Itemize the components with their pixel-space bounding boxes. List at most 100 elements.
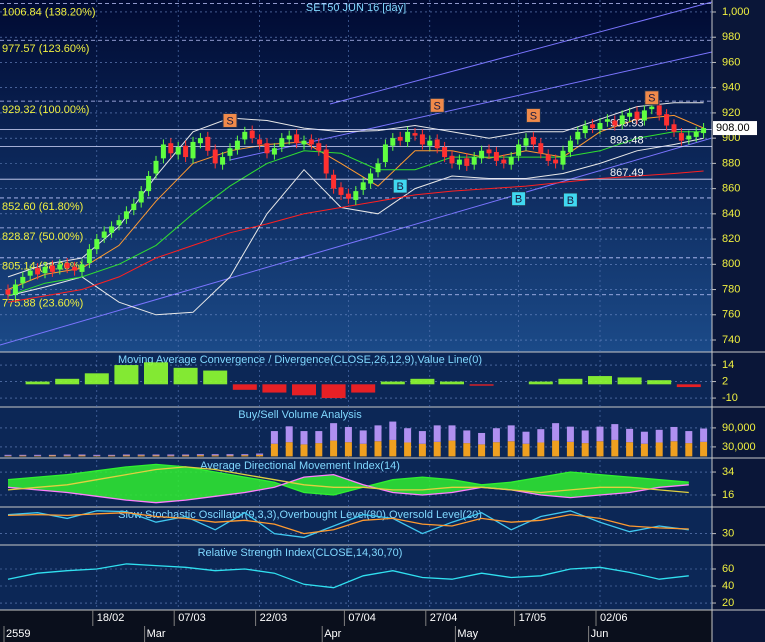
y-tick-label: 60 (722, 563, 734, 575)
histogram-bar (203, 370, 228, 385)
volume-bar (448, 425, 456, 441)
y-tick-label: 760 (722, 309, 740, 321)
candle-body (516, 144, 522, 156)
volume-bar (566, 441, 574, 457)
candle-body (116, 220, 122, 226)
candle-body (375, 163, 381, 173)
candle-body (471, 157, 477, 165)
y-tick-label: 2 (722, 375, 728, 387)
candle-body (634, 111, 640, 120)
signal-label: B (567, 195, 574, 207)
volume-bar (374, 425, 382, 442)
candle-body (57, 264, 63, 270)
volume-bar (270, 443, 278, 457)
volume-bar (241, 454, 249, 456)
fib-label: 977.57 (123.60%) (2, 43, 89, 55)
indicator-line (7, 510, 689, 539)
candle-body (234, 140, 240, 150)
volume-bar (626, 428, 634, 443)
candle-body (649, 106, 655, 110)
volume-bar (596, 426, 604, 442)
y-tick-label: 940 (722, 82, 740, 94)
volume-bar (315, 443, 323, 457)
histogram-bar (676, 384, 701, 388)
candle-body (227, 148, 233, 156)
panel-layer: 1006.84 (138.20%) 977.57 (123.60%) 929.32 … (0, 2, 712, 341)
candle-body (308, 139, 314, 145)
y-tick-label: 960 (722, 56, 740, 68)
signal-box (429, 97, 445, 113)
trend-line (0, 137, 712, 346)
candle-body (701, 128, 707, 134)
candle-body (301, 140, 307, 145)
volume-bar (167, 454, 175, 456)
volume-bar (137, 455, 145, 457)
candle-body (101, 231, 107, 238)
volume-bar (122, 454, 130, 456)
volume-bar (433, 441, 441, 457)
y-tick-label: 90,000 (722, 422, 756, 434)
volume-bar (211, 455, 219, 457)
volume-bar (374, 441, 382, 457)
candle-body (427, 140, 433, 146)
histogram-bar (588, 376, 612, 385)
indicator-line (7, 563, 689, 589)
last-price-box (713, 121, 757, 136)
volume-bar (196, 454, 204, 456)
candle-body (442, 146, 448, 158)
volume-bar (700, 441, 708, 457)
panel-layer (0, 362, 712, 399)
fib-label: 828.87 (50.00%) (2, 231, 83, 243)
candle-body (86, 249, 92, 264)
indicator-line (7, 512, 689, 535)
volume-bar (478, 432, 486, 445)
volume-bar (137, 454, 145, 456)
volume-bar (522, 431, 530, 444)
volume-bar (300, 431, 308, 445)
candle-body (627, 112, 633, 117)
volume-bar (359, 443, 367, 457)
signal-label: S (434, 100, 441, 112)
volume-bar (389, 439, 397, 457)
candle-body (575, 131, 581, 140)
volume-bar (270, 431, 278, 444)
candle-body (545, 154, 551, 161)
volume-bar (34, 454, 42, 456)
volume-bar (93, 455, 101, 457)
y-tick-label: 780 (722, 283, 740, 295)
indicator-line (7, 473, 689, 504)
volume-bar (182, 454, 190, 456)
volume-bar (63, 455, 71, 457)
y-axis-panel (712, 0, 765, 642)
volume-bar (640, 431, 648, 444)
candle-body (671, 124, 677, 132)
volume-bar (389, 421, 397, 440)
candle-body (323, 149, 329, 174)
candle-body (331, 174, 337, 189)
volume-bar (48, 455, 56, 457)
volume-bar (700, 428, 708, 442)
histogram-bar (617, 377, 642, 385)
volume-bar (300, 444, 308, 457)
y-tick-label: 30 (722, 528, 734, 540)
di-band (8, 464, 689, 503)
signal-label: B (397, 181, 404, 193)
x-tick-label: 02/06 (600, 612, 628, 624)
candle-body (604, 119, 610, 122)
signal-label: S (648, 93, 655, 105)
month-label: Mar (147, 628, 166, 640)
volume-bar (463, 443, 471, 457)
candle-body (72, 266, 78, 271)
last-price-label: 908.00 (716, 122, 750, 134)
candle-body (131, 203, 137, 211)
volume-bar (655, 429, 663, 443)
candle-body (257, 139, 263, 145)
candle-body (294, 134, 300, 144)
histogram-bar (410, 378, 435, 385)
y-tick-label: 860 (722, 183, 740, 195)
indicator-line (7, 114, 704, 290)
candle-body (190, 141, 196, 159)
candle-body (242, 131, 248, 140)
candle-body (419, 134, 425, 145)
fib-label: 805.14 (38.20%) (2, 261, 83, 273)
